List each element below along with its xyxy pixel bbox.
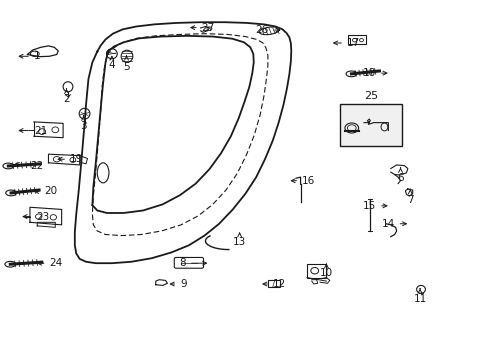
- Bar: [347, 36, 366, 44]
- Text: 11: 11: [412, 288, 426, 304]
- Text: 22: 22: [15, 161, 43, 171]
- Text: 6: 6: [396, 168, 403, 183]
- Text: 12: 12: [263, 279, 285, 289]
- Text: 19: 19: [58, 154, 83, 164]
- Text: 21: 21: [19, 126, 47, 135]
- Text: 4: 4: [108, 56, 115, 70]
- Text: 9: 9: [170, 279, 186, 289]
- Bar: [339, 104, 401, 146]
- Text: 25: 25: [363, 91, 377, 101]
- Text: 20: 20: [35, 186, 58, 197]
- Text: 2: 2: [63, 89, 70, 104]
- Text: 23: 23: [23, 212, 49, 221]
- Text: 7: 7: [406, 189, 413, 205]
- Text: 8: 8: [179, 258, 206, 268]
- Bar: [306, 264, 326, 278]
- Text: 27: 27: [190, 23, 214, 33]
- Text: 5: 5: [123, 56, 129, 72]
- Ellipse shape: [259, 27, 279, 35]
- Text: 14: 14: [381, 219, 406, 229]
- Text: 18: 18: [362, 68, 386, 78]
- Bar: [267, 280, 280, 287]
- Text: 26: 26: [255, 25, 279, 35]
- Text: 3: 3: [80, 116, 87, 131]
- Text: 1: 1: [19, 51, 41, 61]
- Text: 16: 16: [291, 176, 315, 186]
- Text: 10: 10: [319, 264, 332, 278]
- Text: 24: 24: [38, 258, 62, 268]
- Text: 15: 15: [362, 201, 386, 211]
- Text: 13: 13: [232, 233, 246, 247]
- Text: 17: 17: [333, 38, 359, 48]
